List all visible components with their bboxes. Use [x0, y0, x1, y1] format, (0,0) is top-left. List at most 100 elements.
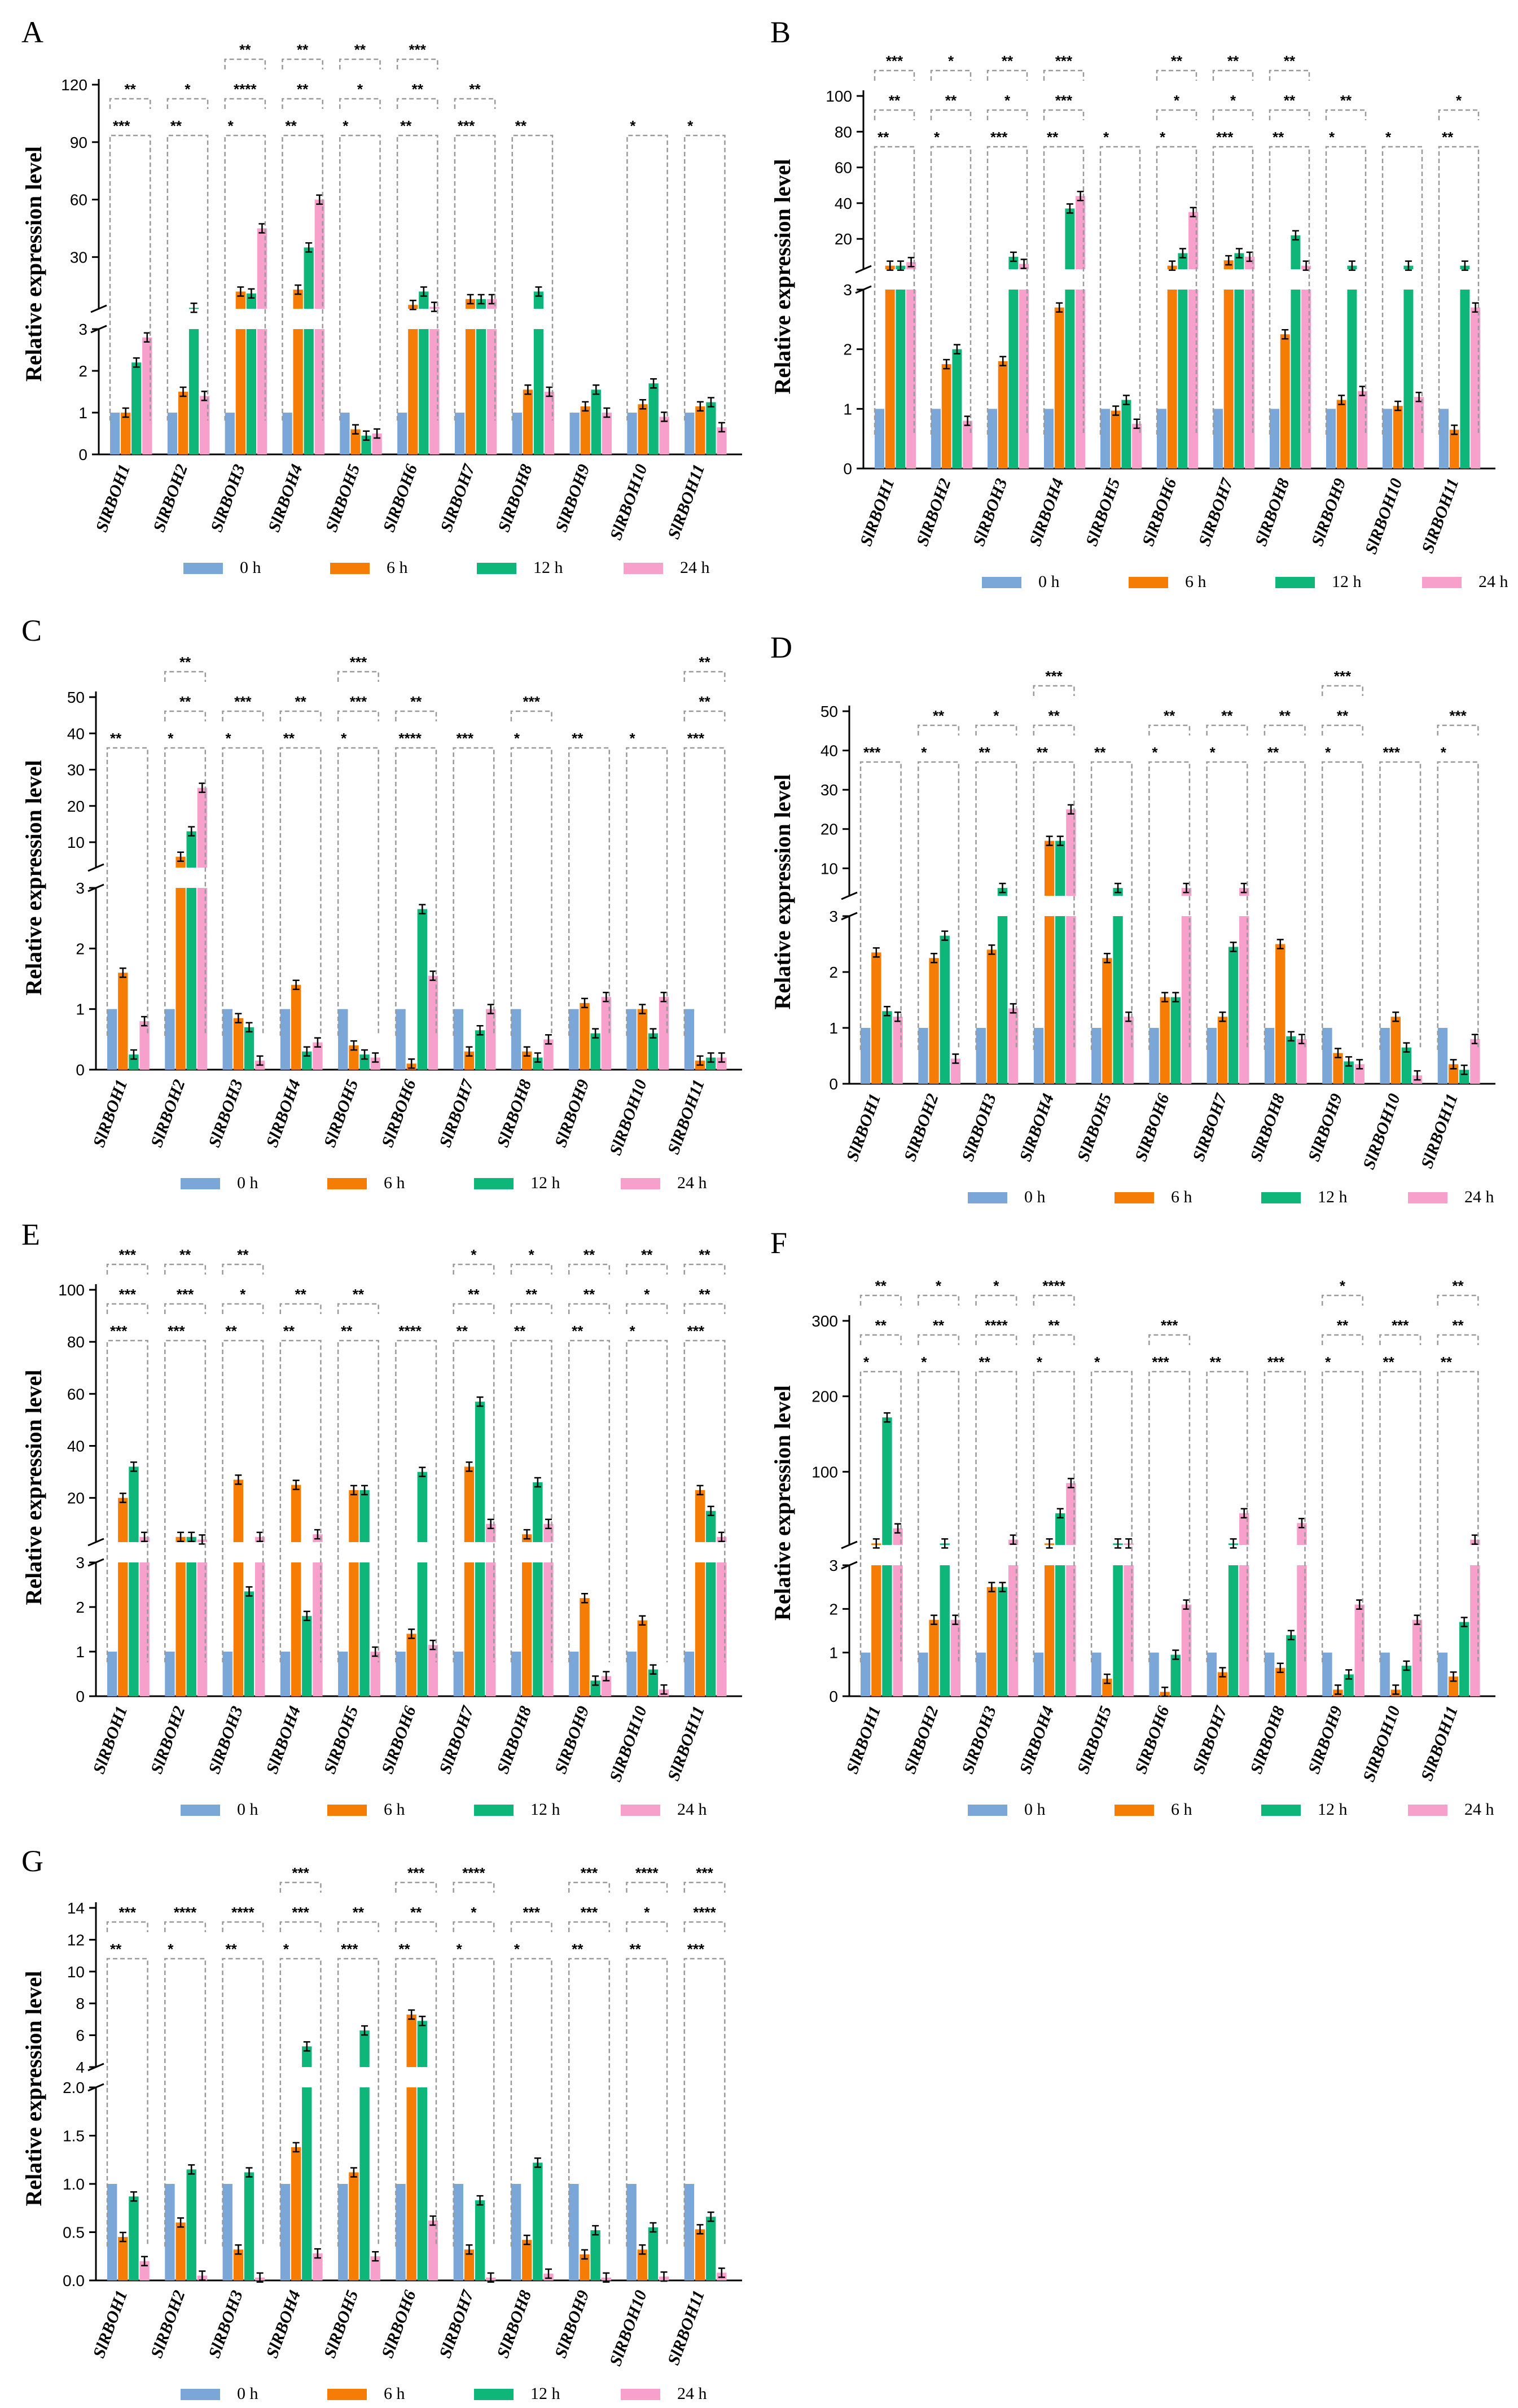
significance-bracket	[222, 1921, 264, 1932]
significance-label: **	[1171, 52, 1183, 69]
significance-bracket	[1156, 146, 1197, 435]
bar-6h	[121, 413, 131, 454]
y-tick-label: 3	[843, 281, 852, 299]
legend-swatch-24h	[1408, 1805, 1447, 1816]
bar-12h	[419, 329, 429, 454]
bar-12h	[1065, 208, 1075, 269]
error-bar	[1392, 1684, 1399, 1695]
significance-label: *	[341, 730, 347, 747]
significance-label: **	[1337, 1317, 1349, 1334]
error-bar	[179, 386, 187, 397]
significance-label: *	[934, 129, 940, 146]
bar-6h	[871, 952, 881, 1084]
bar-24h	[142, 337, 152, 454]
significance-label: ***	[990, 129, 1008, 146]
significance-bracket	[1437, 1371, 1479, 1662]
error-bar	[130, 1461, 137, 1472]
significance-label: ***	[119, 1246, 137, 1263]
legend-swatch-6h	[327, 1805, 367, 1816]
bar-6h	[176, 888, 186, 1070]
significance-label: ***	[1216, 129, 1234, 146]
axis-break-mark	[841, 891, 858, 900]
significance-label: *	[357, 81, 363, 98]
bar-12h	[705, 2217, 716, 2280]
bar-6h	[1223, 290, 1234, 469]
bar-6h	[695, 2229, 705, 2280]
x-tick-label: SlRBOH10	[1359, 1704, 1404, 1784]
significance-label: **	[1227, 52, 1239, 69]
error-bar	[199, 1534, 206, 1545]
bar-6h	[1102, 958, 1112, 1084]
y-tick-label: 60	[67, 1385, 85, 1403]
bar-6h	[349, 1490, 359, 1542]
significance-bracket	[874, 109, 915, 120]
significance-label: ***	[1045, 668, 1063, 685]
error-bar	[374, 428, 381, 439]
error-bar	[177, 1531, 185, 1543]
bar-0h	[1326, 409, 1336, 469]
legend-label: 24 h	[1478, 572, 1508, 591]
y-tick-label: 50	[821, 703, 838, 720]
legend-swatch-12h	[1261, 1805, 1301, 1816]
panel-letter: A	[21, 15, 43, 49]
y-tick-label: 0	[76, 1688, 85, 1705]
error-bar	[1056, 835, 1064, 846]
bar-6h	[1111, 410, 1121, 469]
error-bar	[1240, 1508, 1248, 1519]
error-bar	[1010, 1003, 1017, 1014]
error-bar	[883, 1412, 890, 1423]
error-bar	[1472, 302, 1479, 313]
significance-bracket	[222, 1263, 264, 1275]
error-bar	[988, 944, 995, 955]
error-bar	[639, 399, 647, 410]
error-bar	[1302, 260, 1310, 271]
error-bar	[941, 1538, 949, 1549]
y-tick-label: 2	[829, 964, 838, 981]
legend-label: 24 h	[677, 1174, 707, 1192]
significance-label: ***	[119, 1286, 137, 1303]
x-tick-label: SlRBOH2	[147, 1704, 189, 1776]
x-tick-label: SlRBOH10	[606, 1704, 651, 1784]
error-bar	[408, 1628, 415, 1639]
bar-0h	[282, 413, 292, 454]
bar-12h	[476, 329, 486, 454]
significance-bracket	[986, 69, 1028, 81]
error-bar	[696, 1485, 704, 1496]
significance-label: *	[168, 730, 174, 747]
significance-label: ***	[234, 693, 252, 710]
significance-bracket	[918, 1334, 960, 1345]
bar-12h	[129, 1466, 139, 1542]
error-bar	[248, 288, 255, 299]
error-bar	[1056, 302, 1063, 313]
error-bar	[1394, 400, 1402, 411]
x-tick-label: SlRBOH6	[380, 462, 422, 535]
y-tick-label: 1	[829, 1019, 838, 1037]
legend-label: 12 h	[530, 1174, 560, 1192]
significance-bracket	[1379, 1371, 1422, 1662]
significance-bracket	[279, 1303, 322, 1314]
error-bar	[592, 1028, 599, 1039]
legend-swatch-24h	[624, 563, 663, 574]
x-tick-label: SlRBOH11	[1418, 1091, 1462, 1171]
error-bar	[419, 2015, 426, 2026]
x-tick-label: SlRBOH5	[321, 1077, 362, 1150]
significance-bracket	[1263, 761, 1306, 1050]
bar-0h	[684, 2184, 695, 2280]
error-bar	[650, 1664, 657, 1675]
significance-bracket	[337, 1921, 379, 1932]
significance-label: *	[185, 81, 191, 98]
significance-bracket	[683, 747, 726, 1036]
error-bar	[303, 2041, 310, 2052]
error-bar	[953, 344, 960, 354]
significance-label: **	[179, 1246, 191, 1263]
significance-bracket	[279, 1921, 322, 1932]
bar-12h	[246, 329, 257, 454]
bar-24h	[370, 2256, 380, 2280]
axis-break-mark	[841, 1540, 858, 1549]
significance-label: *	[629, 1323, 635, 1339]
error-bar	[534, 1477, 541, 1488]
significance-bracket	[1263, 724, 1306, 735]
significance-bracket	[337, 671, 379, 682]
error-bar	[581, 997, 588, 1009]
error-bar	[999, 882, 1006, 894]
